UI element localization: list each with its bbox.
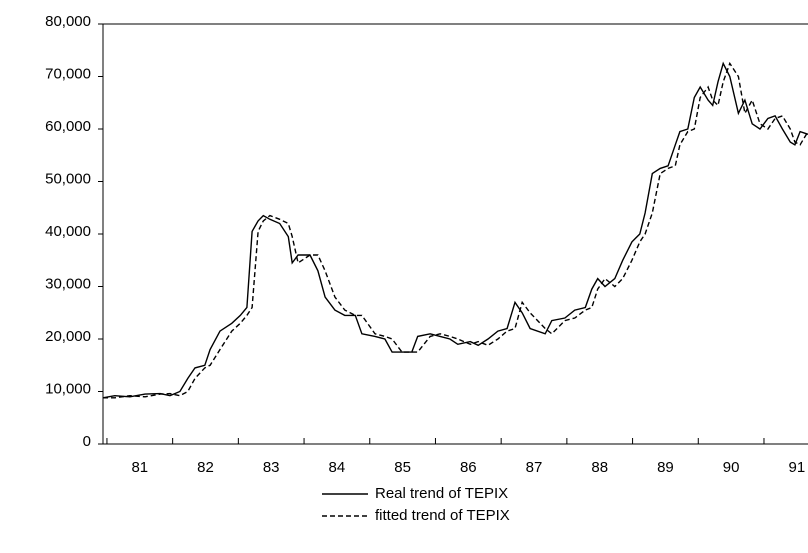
y-tick-label: 40,000 bbox=[45, 223, 91, 240]
y-tick-label: 80,000 bbox=[45, 13, 91, 30]
y-tick-label: 60,000 bbox=[45, 118, 91, 135]
series-line bbox=[103, 61, 808, 399]
x-tick-label: 86 bbox=[460, 459, 477, 476]
x-tick-label: 82 bbox=[197, 459, 214, 476]
x-tick-label: 89 bbox=[657, 459, 674, 476]
y-tick-label: 70,000 bbox=[45, 65, 91, 82]
y-tick-label: 0 bbox=[83, 433, 91, 450]
x-tick-label: 88 bbox=[591, 459, 608, 476]
legend-label: fitted trend of TEPIX bbox=[375, 507, 510, 524]
y-tick-label: 20,000 bbox=[45, 328, 91, 345]
y-tick-label: 30,000 bbox=[45, 275, 91, 292]
x-tick-label: 87 bbox=[526, 459, 543, 476]
x-tick-label: 91 bbox=[788, 459, 805, 476]
y-tick-label: 50,000 bbox=[45, 170, 91, 187]
y-tick-label: 10,000 bbox=[45, 380, 91, 397]
x-tick-label: 84 bbox=[329, 459, 346, 476]
legend-label: Real trend of TEPIX bbox=[375, 485, 508, 502]
x-tick-label: 81 bbox=[131, 459, 148, 476]
x-tick-label: 90 bbox=[723, 459, 740, 476]
x-tick-label: 85 bbox=[394, 459, 411, 476]
x-tick-label: 83 bbox=[263, 459, 280, 476]
series-line bbox=[102, 61, 808, 399]
